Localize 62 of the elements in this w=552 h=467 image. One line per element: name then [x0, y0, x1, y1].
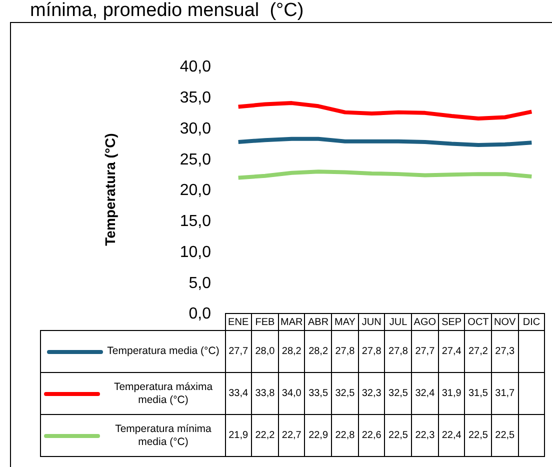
y-tick-label: 30,0 [180, 120, 212, 138]
data-label: 22,5 [492, 414, 518, 456]
y-tick-label: 35,0 [180, 90, 212, 107]
data-label: 22,5 [384, 414, 412, 456]
data-label: 27,7 [412, 330, 438, 372]
data-label: 27,8 [384, 330, 412, 372]
data-label: 22,3 [412, 414, 438, 456]
y-axis-title: Temperatura (°C) [102, 133, 118, 246]
data-label: 27,2 [464, 330, 492, 372]
line-series [236, 170, 534, 180]
y-tick-label: 10,0 [180, 244, 212, 261]
x-tick-label: MAR [278, 314, 305, 330]
data-label: 34,0 [278, 372, 305, 414]
data-label: 33,8 [252, 372, 278, 414]
data-label: 22,4 [438, 414, 465, 456]
x-tick-label: SEP [438, 314, 465, 330]
data-label: 22,2 [252, 414, 278, 456]
chart-title: mínima, promedio mensual (°C) [30, 0, 304, 22]
y-tick-label: 25,0 [180, 151, 212, 168]
data-label: 32,5 [332, 372, 358, 414]
data-label: 27,4 [438, 330, 465, 372]
x-tick-label: JUL [384, 314, 412, 330]
data-label: 27,8 [358, 330, 385, 372]
data-label: 22,7 [278, 414, 305, 456]
x-tick-label: ABR [304, 314, 332, 330]
data-label: 27,3 [492, 330, 518, 372]
data-label: 21,9 [225, 414, 252, 456]
data-label: 31,9 [438, 372, 465, 414]
line-series [236, 136, 534, 148]
x-tick-label: NOV [492, 314, 518, 330]
y-tick-label: 5,0 [188, 274, 212, 292]
data-label: 31,5 [464, 372, 492, 414]
x-tick-label: OCT [464, 314, 492, 330]
data-label: 22,9 [304, 414, 332, 456]
data-label: 31,7 [492, 372, 518, 414]
x-tick-label: FEB [252, 314, 278, 330]
data-label: 33,5 [304, 372, 332, 414]
x-tick-label: ENE [225, 314, 252, 330]
x-tick-label: JUN [358, 314, 385, 330]
legend-label: Temperatura máxima media (°C) [112, 380, 214, 406]
data-label: 22,8 [332, 414, 358, 456]
x-tick-label: MAY [332, 314, 358, 330]
data-label: 33,4 [225, 372, 252, 414]
data-label: 28,2 [304, 330, 332, 372]
data-label: 32,4 [412, 372, 438, 414]
x-tick-label: DIC [518, 314, 545, 330]
legend-label: Temperatura mínima media (°C) [114, 422, 212, 448]
y-tick-label: 15,0 [180, 213, 212, 230]
legend-label: Temperatura media (°C) [107, 345, 220, 358]
y-tick-label: 0,0 [188, 306, 212, 323]
data-label: 27,8 [332, 330, 358, 372]
data-label: 28,2 [278, 330, 305, 372]
x-tick-label: AGO [412, 314, 438, 330]
data-label: 22,5 [464, 414, 492, 456]
data-label: 27,7 [225, 330, 252, 372]
y-tick-label: 20,0 [180, 182, 212, 200]
data-label: 32,3 [358, 372, 385, 414]
y-tick-label: 40,0 [180, 58, 212, 76]
data-label: 32,5 [384, 372, 412, 414]
line-series [236, 101, 534, 120]
data-label: 28,0 [252, 330, 278, 372]
data-label: 22,6 [358, 414, 385, 456]
